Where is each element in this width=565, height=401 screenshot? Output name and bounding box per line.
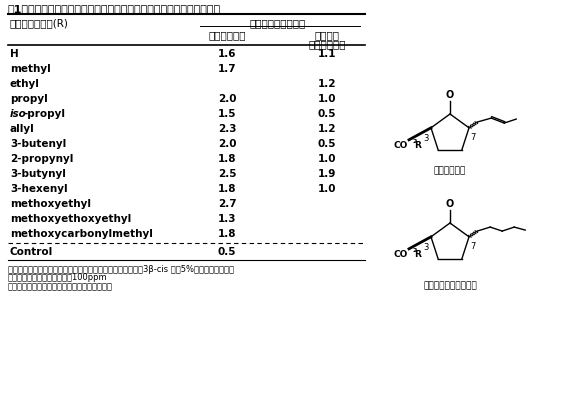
Text: -propyl: -propyl <box>24 109 66 119</box>
Text: 1.6: 1.6 <box>218 49 236 59</box>
Text: allyl: allyl <box>10 124 35 134</box>
Text: デヒドロ: デヒドロ <box>315 30 340 40</box>
Text: 2.5: 2.5 <box>218 169 236 179</box>
Text: iso: iso <box>10 109 27 119</box>
Text: 1.5: 1.5 <box>218 109 236 119</box>
Text: 1.2: 1.2 <box>318 124 336 134</box>
Text: 1.8: 1.8 <box>218 184 236 194</box>
Text: 1.0: 1.0 <box>318 94 336 104</box>
Text: propyl: propyl <box>10 94 48 104</box>
Text: 3: 3 <box>424 243 429 252</box>
Text: CO: CO <box>394 250 408 259</box>
Text: 1.8: 1.8 <box>218 154 236 164</box>
Text: R: R <box>414 250 421 259</box>
Text: 2.3: 2.3 <box>218 124 236 134</box>
Text: 1.0: 1.0 <box>318 154 336 164</box>
Text: 2-propynyl: 2-propynyl <box>10 154 73 164</box>
Text: ethyl: ethyl <box>10 79 40 89</box>
Text: 抑制作用の指標：登熟処理後の穂花内残存葯数: 抑制作用の指標：登熟処理後の穂花内残存葯数 <box>8 282 113 291</box>
Text: エステル置換基(R): エステル置換基(R) <box>10 18 69 28</box>
Text: 切穂を用いた実験、処理薬量100ppm: 切穂を用いた実験、処理薬量100ppm <box>8 273 107 282</box>
Text: 2: 2 <box>413 139 418 144</box>
Text: 2.7: 2.7 <box>218 199 236 209</box>
Text: 7: 7 <box>470 242 475 251</box>
Text: O: O <box>446 199 454 209</box>
Text: methoxyethyl: methoxyethyl <box>10 199 91 209</box>
Text: 表1　ジャスモン酸、デヒドロジャスモン酸類の大麦開花受粉抑制作用: 表1 ジャスモン酸、デヒドロジャスモン酸類の大麦開花受粉抑制作用 <box>8 4 221 14</box>
Text: ジャスモン酸: ジャスモン酸 <box>208 30 246 40</box>
Text: 1.2: 1.2 <box>318 79 336 89</box>
Text: 0.5: 0.5 <box>318 139 336 149</box>
Text: 3-butynyl: 3-butynyl <box>10 169 66 179</box>
Text: O: O <box>446 90 454 100</box>
Text: H: H <box>10 49 19 59</box>
Text: 1.8: 1.8 <box>218 229 236 239</box>
Text: 1.9: 1.9 <box>318 169 336 179</box>
Text: ジャスモン酸: ジャスモン酸 <box>434 166 466 175</box>
Text: 3-hexenyl: 3-hexenyl <box>10 184 68 194</box>
Text: ジャスモン酸: ジャスモン酸 <box>308 39 346 49</box>
Text: 1.1: 1.1 <box>318 49 336 59</box>
Text: CO: CO <box>394 141 408 150</box>
Text: Control: Control <box>10 247 53 257</box>
Text: 3: 3 <box>424 134 429 143</box>
Text: 2.0: 2.0 <box>218 139 236 149</box>
Text: 穂花あたり残存葯数: 穂花あたり残存葯数 <box>249 18 306 28</box>
Text: 1.7: 1.7 <box>218 64 236 74</box>
Text: methyl: methyl <box>10 64 51 74</box>
Text: 0.5: 0.5 <box>318 109 336 119</box>
Text: 7: 7 <box>470 133 475 142</box>
Text: methoxycarbonylmethyl: methoxycarbonylmethyl <box>10 229 153 239</box>
Text: 2.0: 2.0 <box>218 94 236 104</box>
Text: 試験に用いたジャスモン酸、デヒドロジャスモン酸類は全て3β-cis 体を5%糊薬含むうるぜ米: 試験に用いたジャスモン酸、デヒドロジャスモン酸類は全て3β-cis 体を5%糊薬… <box>8 265 234 274</box>
Text: デヒドロジャスモン酸: デヒドロジャスモン酸 <box>423 281 477 290</box>
Text: 1.3: 1.3 <box>218 214 236 224</box>
Text: 1.0: 1.0 <box>318 184 336 194</box>
Text: 2: 2 <box>413 248 418 253</box>
Text: methoxyethoxyethyl: methoxyethoxyethyl <box>10 214 131 224</box>
Text: 3-butenyl: 3-butenyl <box>10 139 66 149</box>
Text: R: R <box>414 141 421 150</box>
Text: 0.5: 0.5 <box>218 247 236 257</box>
